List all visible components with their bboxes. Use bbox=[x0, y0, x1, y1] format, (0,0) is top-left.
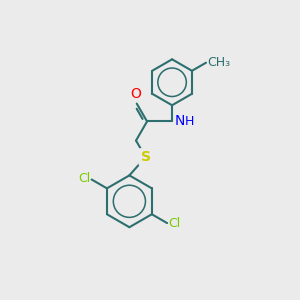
Text: S: S bbox=[141, 150, 151, 164]
Text: N: N bbox=[174, 114, 185, 128]
Text: O: O bbox=[130, 87, 141, 101]
Text: Cl: Cl bbox=[169, 217, 181, 230]
Text: H: H bbox=[184, 115, 194, 128]
Text: Cl: Cl bbox=[78, 172, 90, 185]
Text: CH₃: CH₃ bbox=[208, 56, 231, 69]
